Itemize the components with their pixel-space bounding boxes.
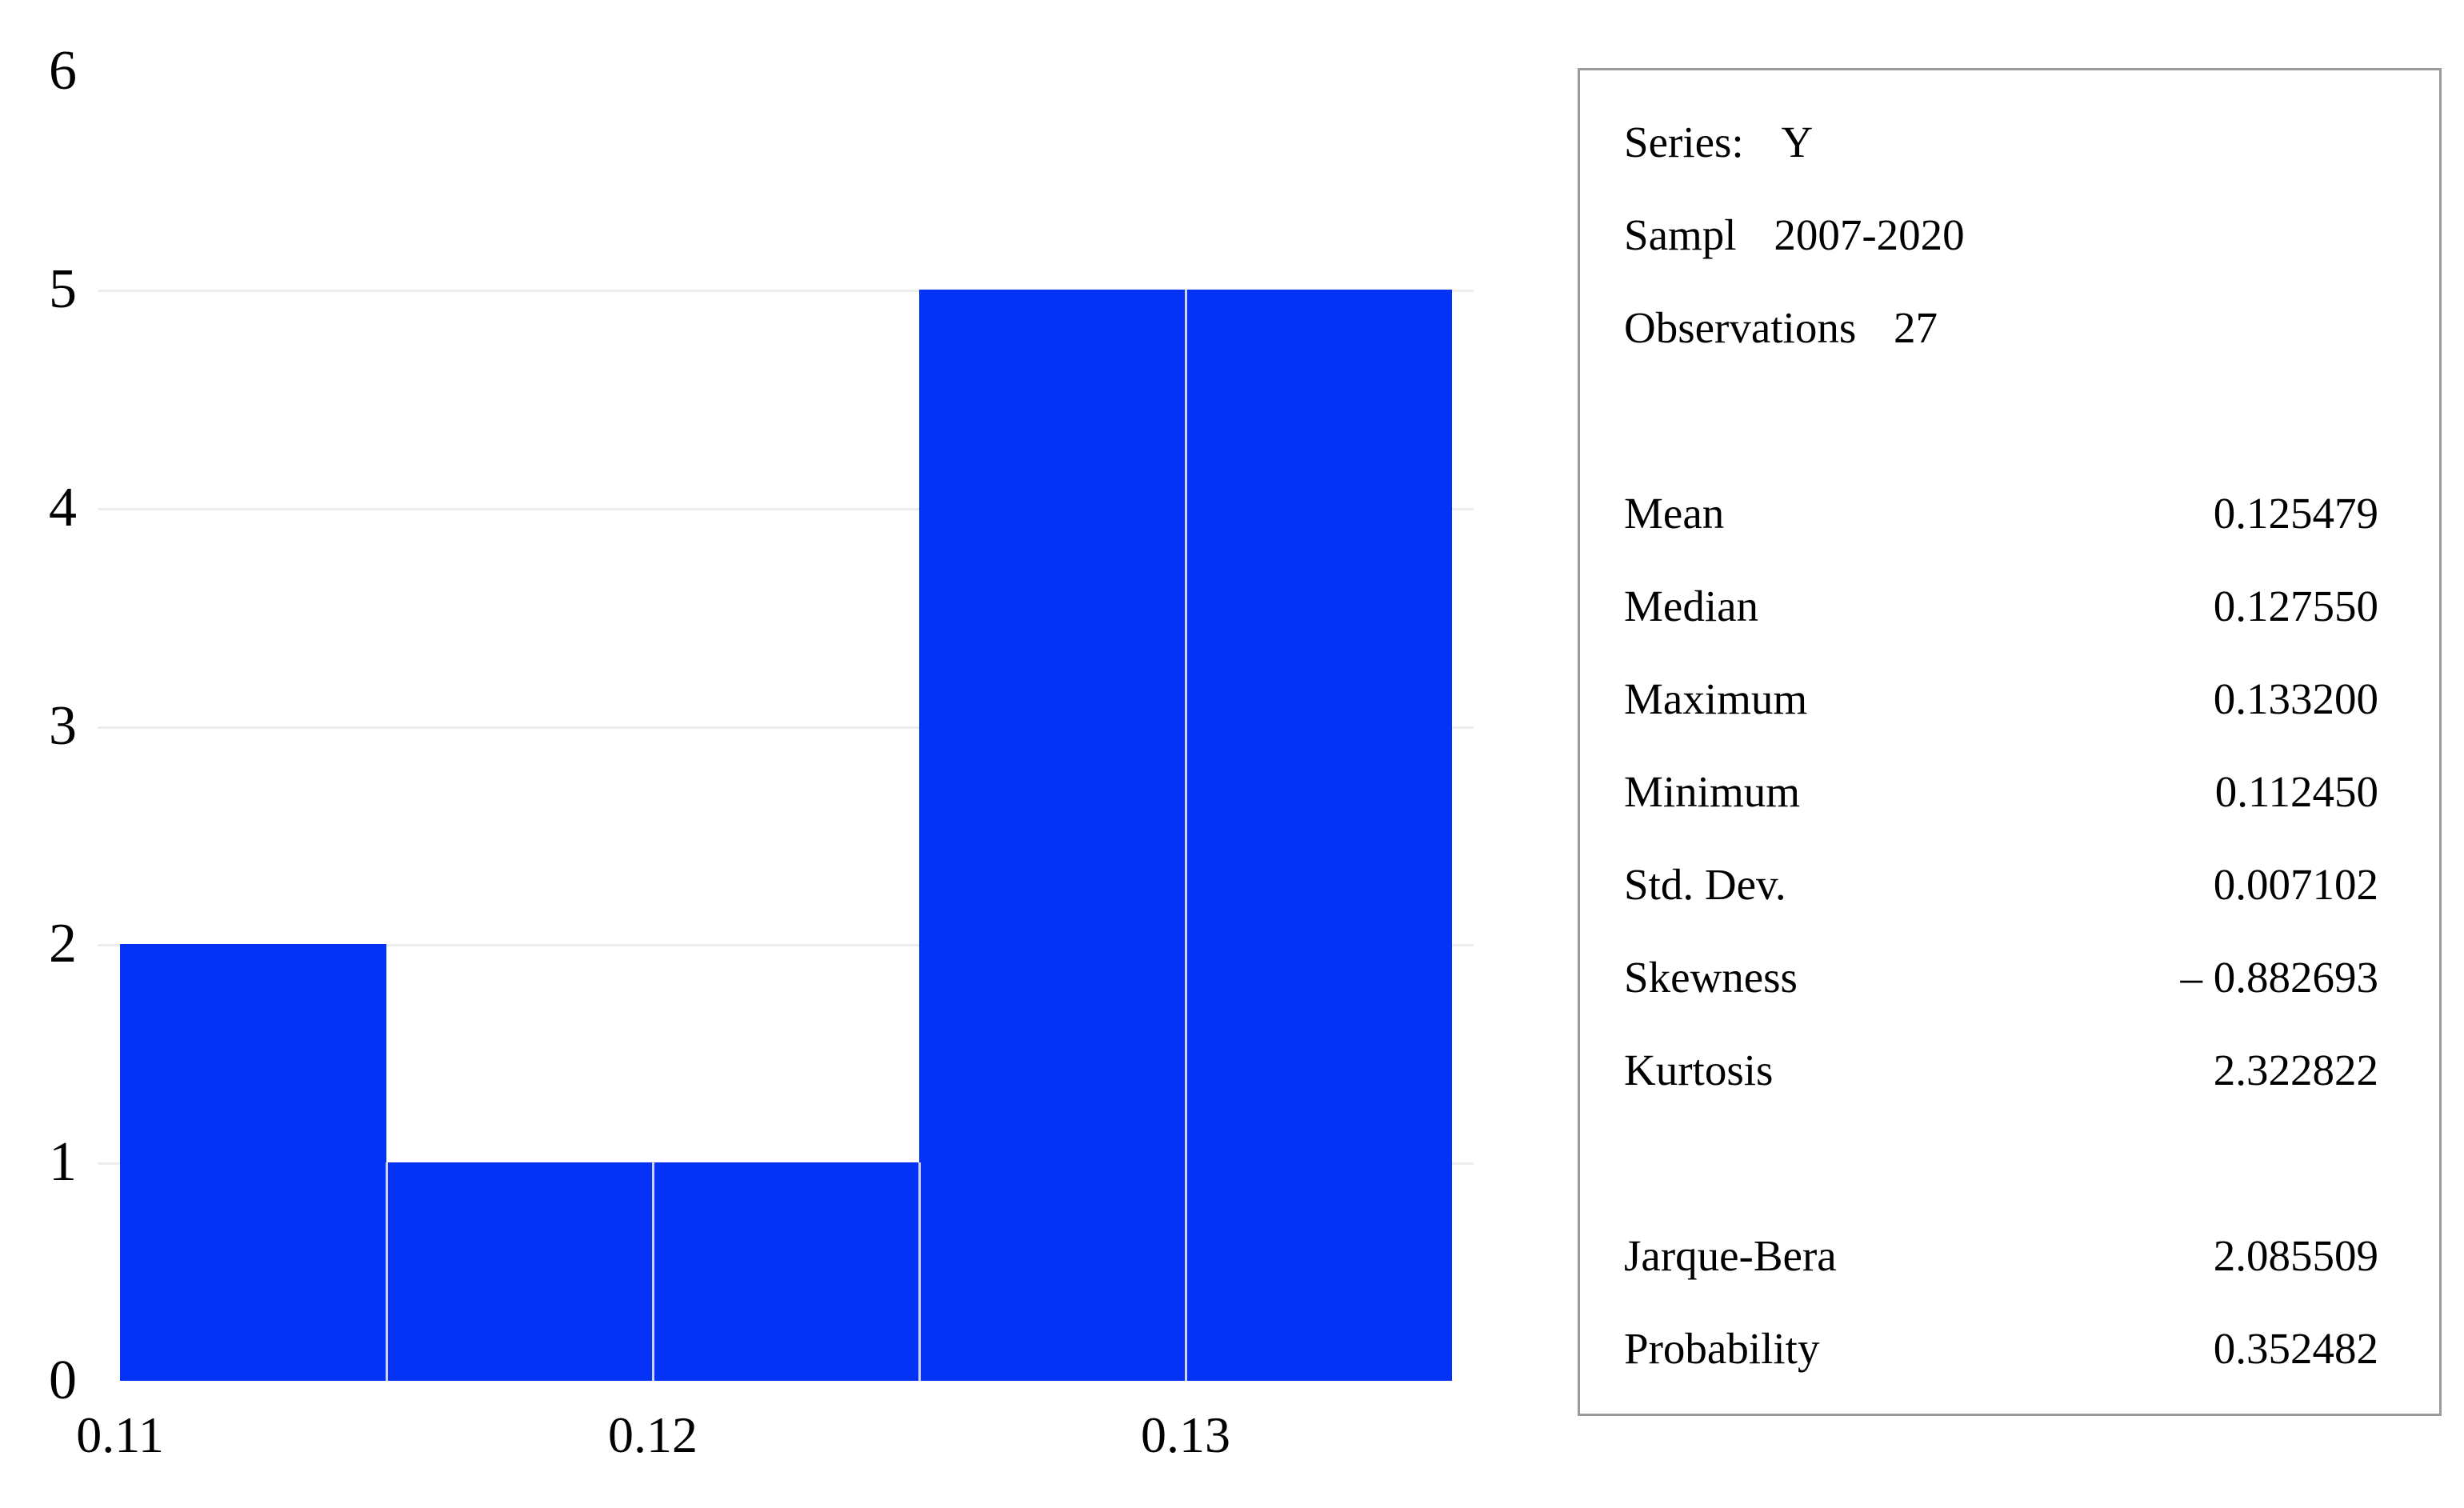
stat-label: Probability [1624, 1324, 1820, 1373]
stats-row-skewness: Skewness – 0.882693 [1624, 931, 2378, 1024]
stat-value: 0.125479 [2213, 489, 2378, 538]
histogram-bar-1 [120, 944, 386, 1381]
stats-spacer [1624, 1117, 2378, 1210]
stat-label: Kurtosis [1624, 1046, 1774, 1094]
stats-row-observations: Observations 27 [1624, 282, 2378, 374]
x-tick-label-0.13: 0.13 [1141, 1406, 1230, 1463]
y-tick-label-4: 4 [49, 476, 77, 538]
stats-row-jarque-bera: Jarque-Bera 2.085509 [1624, 1210, 2378, 1302]
stat-value: 0.133200 [2213, 674, 2378, 723]
stat-value: 0.352482 [2213, 1324, 2378, 1373]
gridline-y3 [98, 726, 1474, 729]
stat-value: – 0.882693 [2180, 953, 2379, 1002]
x-tick-label-0.11: 0.11 [76, 1406, 164, 1463]
gridline-y2 [98, 944, 1474, 947]
stats-row-probability: Probability 0.352482 [1624, 1302, 2378, 1395]
histogram-chart: 0 1 2 3 4 5 6 0.11 0.12 0.13 [49, 40, 1474, 1463]
stat-value: Y [1781, 118, 1814, 166]
bar-divider-1 [386, 1162, 388, 1381]
stat-label: Sampl [1624, 210, 1737, 259]
y-tick-label-5: 5 [49, 258, 77, 320]
stat-label: Skewness [1624, 953, 1798, 1002]
stats-row-minimum: Minimum 0.112450 [1624, 746, 2378, 838]
stats-row-kurtosis: Kurtosis 2.322822 [1624, 1024, 2378, 1117]
histogram-bar-3 [653, 1162, 919, 1381]
stat-value: 2.322822 [2213, 1046, 2378, 1094]
stats-spacer [1624, 374, 2378, 467]
stat-value: 27 [1893, 303, 1938, 352]
y-tick-label-1: 1 [49, 1131, 77, 1194]
stats-row-mean: Mean 0.125479 [1624, 467, 2378, 560]
histogram-bar-5 [1186, 290, 1452, 1381]
stats-row-std-dev-: Std. Dev. 0.007102 [1624, 838, 2378, 931]
stat-label: Jarque-Bera [1624, 1231, 1837, 1280]
stats-row-maximum: Maximum 0.133200 [1624, 653, 2378, 746]
stat-value: 2.085509 [2213, 1231, 2378, 1280]
bar-divider-3 [918, 1162, 921, 1381]
stat-value: 0.127550 [2213, 582, 2378, 630]
y-tick-label-6: 6 [49, 40, 77, 102]
stat-label: Minimum [1624, 767, 1801, 816]
stats-row-sampl: Sampl 2007-2020 [1624, 189, 2378, 282]
gridline-y5 [98, 290, 1474, 292]
stat-value: 0.007102 [2213, 860, 2378, 909]
y-tick-label-0: 0 [49, 1350, 77, 1411]
y-tick-label-3: 3 [49, 694, 77, 757]
stat-label: Maximum [1624, 674, 1808, 723]
stats-row-series-: Series: Y [1624, 96, 2378, 189]
bar-divider-2 [652, 1162, 654, 1381]
stat-label: Observations [1624, 303, 1857, 352]
stat-label: Series: [1624, 118, 1744, 166]
stats-panel: Series: Y Sampl 2007-2020 Observations 27 Mean… [1578, 68, 2442, 1416]
stats-row-median: Median 0.127550 [1624, 560, 2378, 653]
stat-value: 0.112450 [2214, 767, 2378, 816]
stat-value: 2007-2020 [1774, 210, 1965, 259]
x-tick-label-0.12: 0.12 [608, 1406, 698, 1463]
bar-divider-4 [1185, 290, 1187, 1381]
stat-label: Mean [1624, 489, 1725, 538]
histogram-bar-2 [386, 1162, 653, 1381]
stat-label: Median [1624, 582, 1759, 630]
y-tick-label-2: 2 [49, 913, 77, 975]
histogram-bar-4 [919, 290, 1186, 1381]
gridline-y4 [98, 507, 1474, 510]
stat-label: Std. Dev. [1624, 860, 1786, 909]
